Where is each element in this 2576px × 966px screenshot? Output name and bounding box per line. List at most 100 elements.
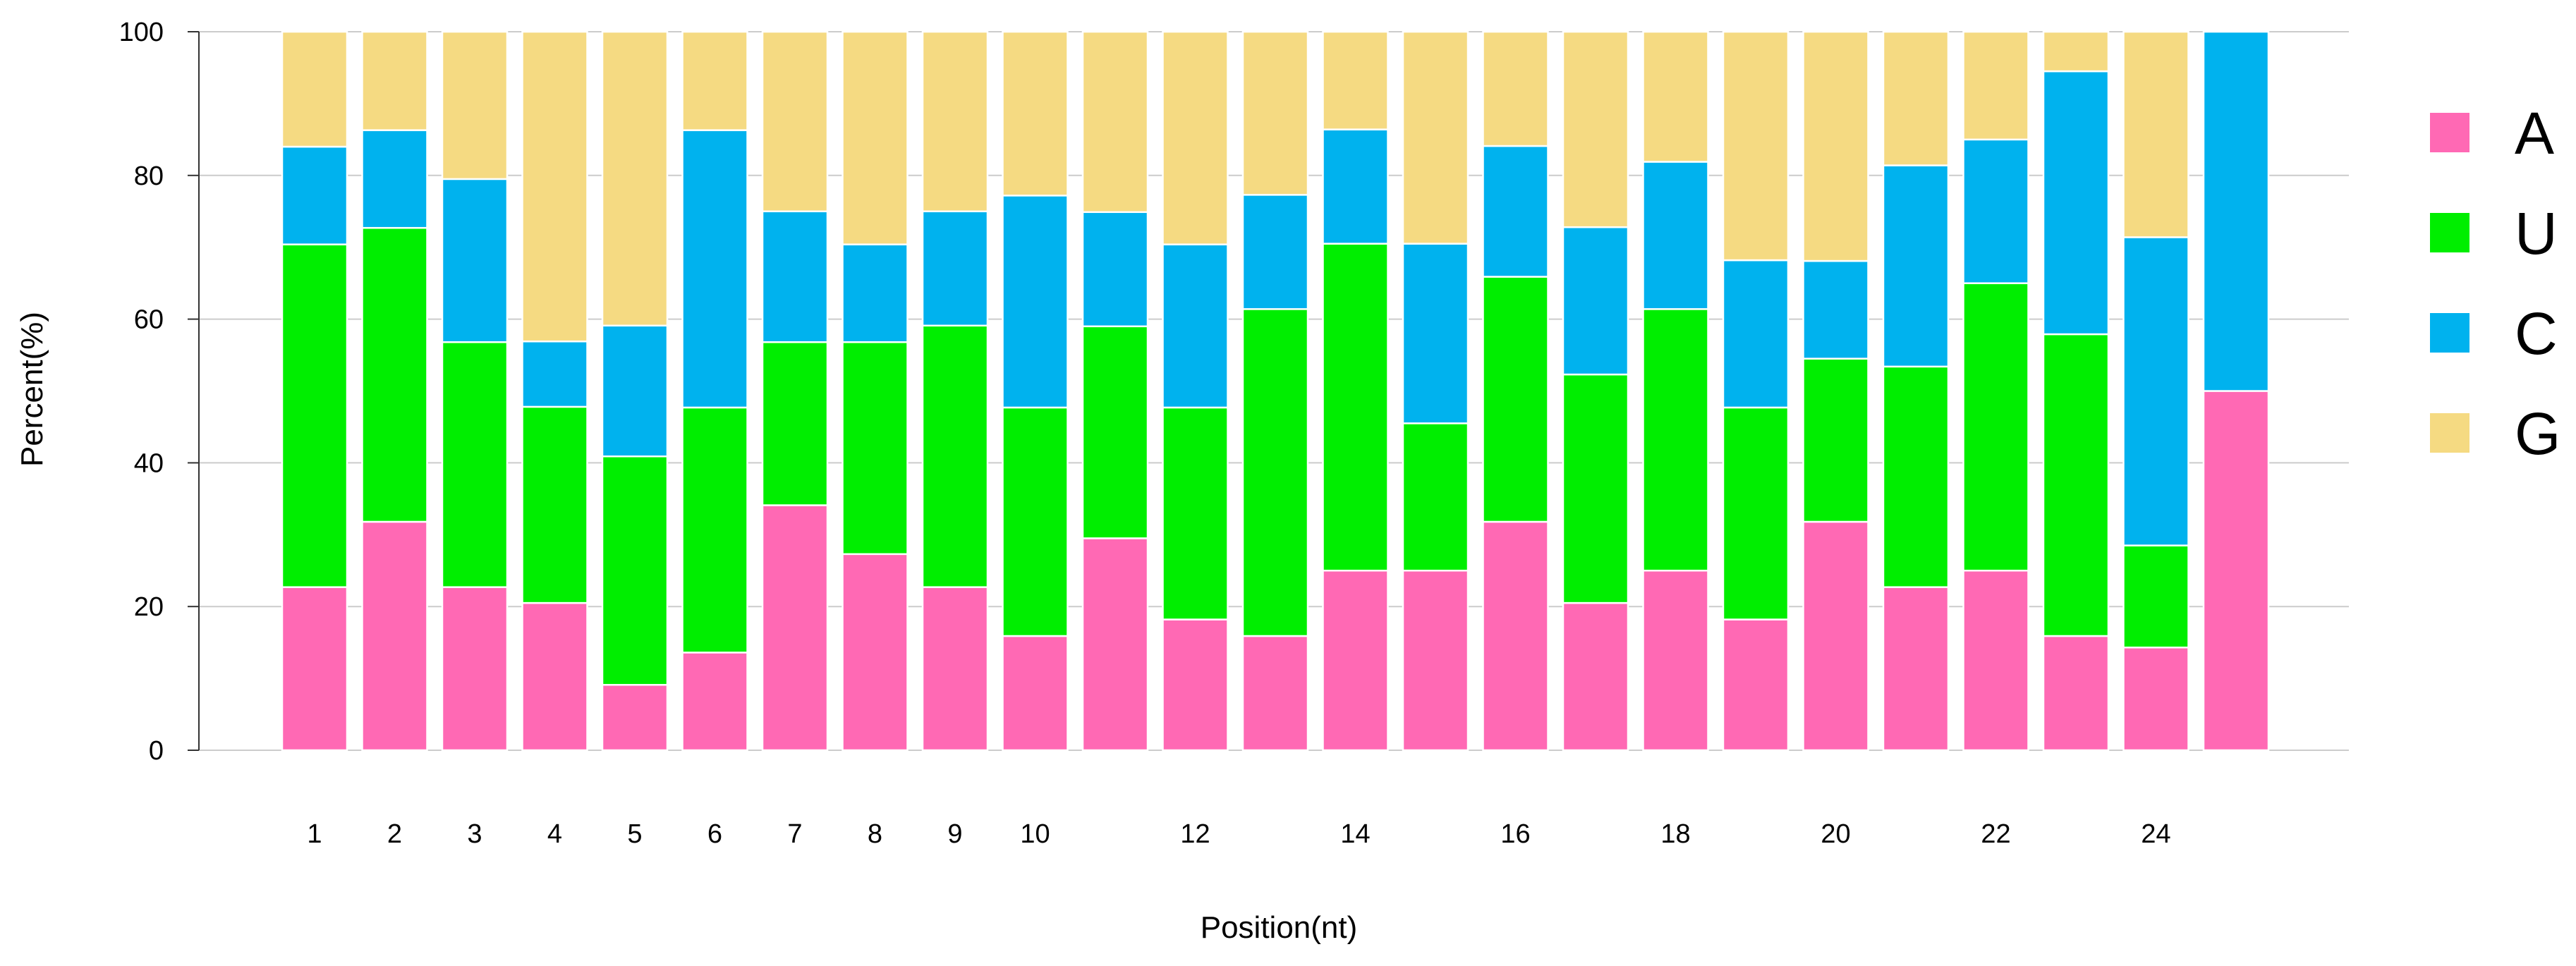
bar-segment-a bbox=[842, 553, 909, 752]
bar-segment-a bbox=[2122, 647, 2189, 752]
bar-segment-g bbox=[921, 30, 989, 212]
bar-segment-c bbox=[1322, 128, 1389, 245]
bar-segment-u bbox=[2122, 544, 2189, 649]
y-tick-label: 100 bbox=[119, 18, 164, 47]
bar-segment-c bbox=[1241, 194, 1309, 310]
bar-segment-a bbox=[281, 586, 348, 752]
legend-swatch-u bbox=[2430, 213, 2469, 252]
legend-label-c: C bbox=[2515, 300, 2558, 367]
bar-segment-u bbox=[681, 406, 748, 654]
bar-segment-u bbox=[1162, 406, 1229, 620]
y-tick-label: 20 bbox=[134, 592, 164, 622]
x-tick-label: 6 bbox=[707, 819, 722, 849]
bar-segment-g bbox=[1402, 30, 1469, 245]
bar-segment-u bbox=[1642, 308, 1709, 572]
bar-segment-u bbox=[761, 341, 829, 506]
bar-segment-c bbox=[1722, 259, 1790, 409]
bar-segment-g bbox=[1322, 30, 1389, 130]
bar-segment-u bbox=[1882, 365, 1950, 588]
bar-segment-g bbox=[1081, 30, 1149, 214]
bar-segment-a bbox=[2202, 390, 2270, 752]
x-tick-label: 3 bbox=[467, 819, 482, 849]
bar-segment-g bbox=[361, 30, 428, 131]
bar-segment-c bbox=[361, 129, 428, 229]
bar-segment-g bbox=[1241, 30, 1309, 196]
bar-segment-a bbox=[2042, 635, 2110, 752]
bar-segment-g bbox=[1562, 30, 1629, 228]
bar-segment-g bbox=[1482, 30, 1549, 147]
bar-segment-u bbox=[1802, 357, 1869, 523]
bar-segment-a bbox=[1241, 635, 1309, 752]
bar-segment-u bbox=[1081, 325, 1149, 539]
bar-segment-c bbox=[1482, 145, 1549, 278]
bar-segment-a bbox=[681, 652, 748, 752]
bar-segment-g bbox=[601, 30, 669, 327]
bar-segment-c bbox=[1802, 259, 1869, 360]
bar-segment-c bbox=[1002, 195, 1069, 409]
bar-segment-c bbox=[921, 210, 989, 327]
bar-segment-u bbox=[1962, 282, 2029, 572]
bar-segment-a bbox=[1562, 601, 1629, 752]
bar-segment-u bbox=[2042, 333, 2110, 637]
bar-segment-a bbox=[1962, 570, 2029, 752]
y-tick-label: 0 bbox=[149, 736, 164, 766]
bar-segment-u bbox=[1322, 243, 1389, 572]
bar-segment-c bbox=[681, 129, 748, 409]
bar-segment-a bbox=[1802, 520, 1869, 752]
bar-segment-c bbox=[1081, 211, 1149, 328]
bar-segment-a bbox=[761, 504, 829, 752]
bar-segment-c bbox=[281, 145, 348, 245]
bars bbox=[281, 30, 2270, 752]
bar-segment-g bbox=[1962, 30, 2029, 141]
bar-segment-a bbox=[521, 601, 588, 752]
x-tick-label: 8 bbox=[868, 819, 882, 849]
x-tick-label: 4 bbox=[547, 819, 562, 849]
x-tick-label: 2 bbox=[387, 819, 402, 849]
y-tick-label: 60 bbox=[134, 305, 164, 335]
bar-segment-c bbox=[1962, 138, 2029, 284]
bar-segment-a bbox=[1162, 618, 1229, 752]
bar-segment-a bbox=[601, 684, 669, 752]
x-tick-label: 7 bbox=[787, 819, 802, 849]
bar-segment-u bbox=[521, 405, 588, 604]
x-tick-label: 10 bbox=[1020, 819, 1050, 849]
bar-segment-u bbox=[441, 341, 509, 588]
bar-segment-g bbox=[2122, 30, 2189, 238]
bar-segment-a bbox=[1322, 570, 1389, 752]
x-tick-label: 20 bbox=[1821, 819, 1850, 849]
bar-segment-u bbox=[1241, 308, 1309, 637]
bar-segment-a bbox=[1002, 635, 1069, 752]
x-tick-label: 22 bbox=[1981, 819, 2010, 849]
bar-segment-c bbox=[1882, 164, 1950, 368]
bar-segment-c bbox=[2122, 236, 2189, 546]
x-tick-label: 9 bbox=[947, 819, 962, 849]
bar-segment-u bbox=[1002, 406, 1069, 637]
x-tick-label: 16 bbox=[1500, 819, 1530, 849]
bar-segment-u bbox=[601, 455, 669, 686]
legend-label-g: G bbox=[2515, 401, 2560, 467]
legend-swatch-a bbox=[2430, 113, 2469, 152]
bar-segment-g bbox=[1002, 30, 1069, 197]
bar-segment-c bbox=[761, 210, 829, 343]
bar-segment-c bbox=[601, 324, 669, 458]
bar-segment-g bbox=[441, 30, 509, 181]
bar-segment-u bbox=[842, 341, 909, 556]
bar-segment-a bbox=[441, 586, 509, 752]
y-tick-label: 80 bbox=[134, 161, 164, 191]
bar-segment-a bbox=[361, 520, 428, 752]
bar-segment-c bbox=[2042, 70, 2110, 336]
bar-segment-u bbox=[1562, 373, 1629, 604]
bar-segment-g bbox=[761, 30, 829, 212]
bar-segment-c bbox=[842, 243, 909, 343]
x-tick-label: 24 bbox=[2141, 819, 2170, 849]
x-tick-label: 14 bbox=[1340, 819, 1370, 849]
legend-label-a: A bbox=[2515, 100, 2554, 166]
bar-segment-g bbox=[281, 30, 348, 148]
bar-segment-g bbox=[1802, 30, 1869, 262]
bar-segment-u bbox=[361, 226, 428, 523]
bar-segment-u bbox=[921, 324, 989, 588]
bar-segment-c bbox=[1162, 243, 1229, 409]
